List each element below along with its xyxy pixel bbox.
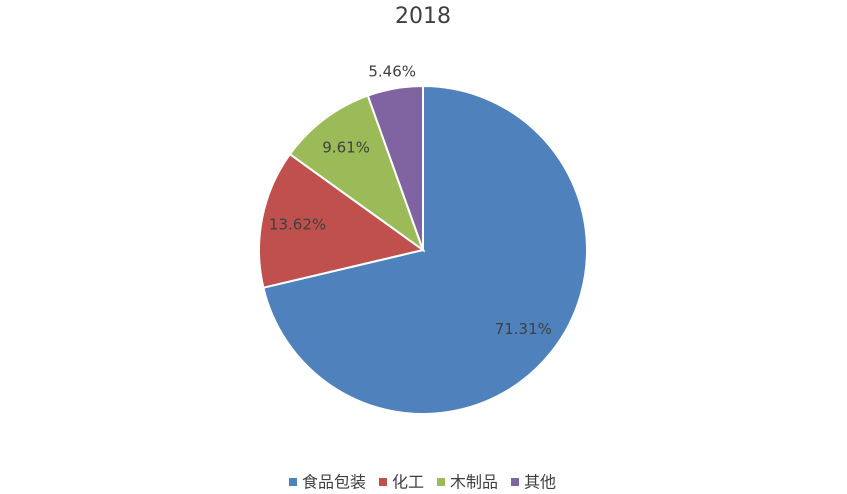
legend-swatch	[288, 478, 297, 486]
legend-label: 化工	[392, 473, 424, 492]
data-label: 9.61%	[322, 138, 370, 156]
pie-slice	[258, 152, 426, 289]
chart-title: 2018	[395, 4, 451, 29]
legend-label: 其他	[524, 473, 556, 492]
data-label: 5.46%	[368, 63, 416, 81]
legend-label: 食品包装	[302, 473, 366, 492]
pie-slice	[288, 94, 426, 253]
legend-swatch	[437, 478, 445, 486]
data-label: 71.31%	[495, 320, 552, 338]
legend-swatch	[511, 478, 520, 486]
legend-label: 木制品	[450, 473, 498, 492]
pie-slice	[262, 84, 588, 415]
pie-slice	[366, 84, 424, 251]
legend-swatch	[378, 478, 387, 486]
data-label: 13.62%	[269, 216, 326, 234]
